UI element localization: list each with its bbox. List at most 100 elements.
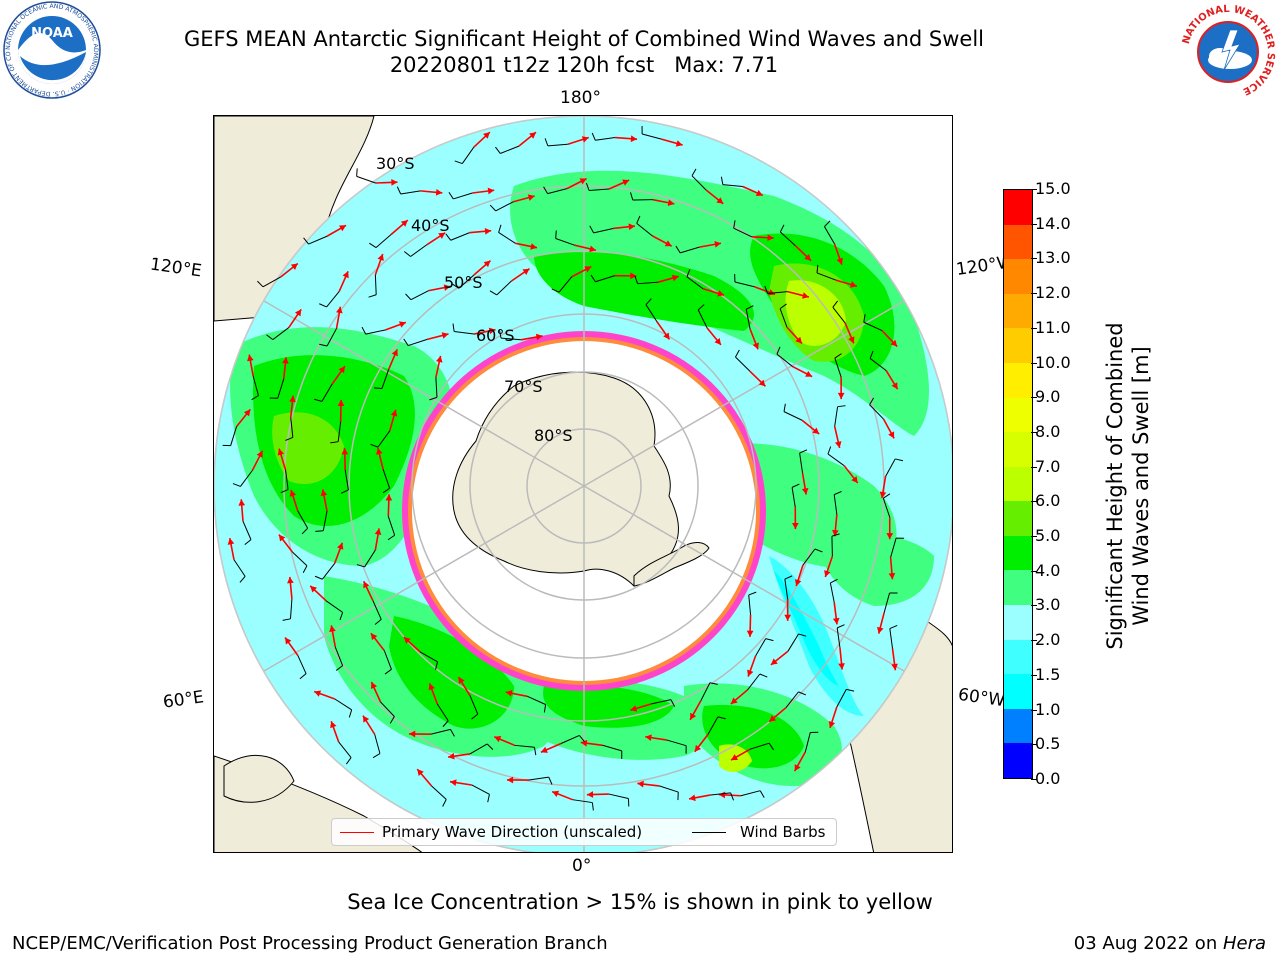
wind-barb xyxy=(824,220,835,245)
wave-arrow xyxy=(403,636,421,653)
wind-barb xyxy=(636,215,653,237)
wind-barb xyxy=(748,591,757,615)
wave-arrow xyxy=(730,748,751,761)
wind-barb xyxy=(292,551,308,574)
wind-barb xyxy=(697,304,708,329)
colorbar-segment xyxy=(1004,293,1032,329)
wind-barb xyxy=(675,245,700,254)
antarctic-peninsula xyxy=(633,542,710,587)
wave-arrow xyxy=(362,715,376,735)
wind-barb xyxy=(403,338,428,347)
wind-barb xyxy=(645,298,658,322)
wind-barb xyxy=(745,305,754,329)
wave-arrow xyxy=(449,779,472,786)
wave-arrow xyxy=(699,241,722,248)
colorbar-tick: 3.0 xyxy=(1030,595,1061,615)
wave-arrow xyxy=(513,194,535,203)
wave-arrow xyxy=(566,177,587,190)
wind-barb xyxy=(630,192,653,201)
wave-arrow xyxy=(793,751,807,772)
wind-barb xyxy=(451,274,475,289)
madagascar-land xyxy=(223,754,295,803)
footer-date: 03 Aug 2022 on Hera xyxy=(1074,933,1266,954)
wave-arrow xyxy=(768,706,787,723)
wave-arrow xyxy=(689,700,702,721)
wind-barb xyxy=(382,469,391,494)
sea-ice-note: Sea Ice Concentration > 15% is shown in … xyxy=(347,890,933,914)
wind-barb xyxy=(380,701,395,724)
wave-arrow xyxy=(567,136,589,145)
wave-arrow xyxy=(651,235,673,247)
wave-arrow xyxy=(473,260,492,276)
wind-barb xyxy=(232,470,253,487)
wave-arrow xyxy=(277,448,287,470)
wave-arrow xyxy=(341,448,349,471)
wind-barb xyxy=(804,731,819,752)
wind-barb xyxy=(340,470,349,494)
wind-barb xyxy=(315,510,328,532)
colorbar-tick: 10.0 xyxy=(1031,352,1071,372)
wave-arrow xyxy=(447,752,471,760)
wave-arrow xyxy=(614,272,637,280)
colorbar-tick: 9.0 xyxy=(1030,387,1061,407)
wave-arrow xyxy=(426,332,449,341)
wave-arrow xyxy=(472,187,495,195)
wind-barb xyxy=(429,377,438,401)
colorbar-segment xyxy=(1004,189,1032,225)
wind-barb xyxy=(383,650,392,675)
wind-barb xyxy=(370,430,391,448)
wave-arrow xyxy=(730,689,749,705)
lat-label-30s: 30°S xyxy=(376,154,415,173)
wind-barb xyxy=(641,125,662,140)
lat-label-80s: 80°S xyxy=(534,426,573,445)
wave-arrow xyxy=(881,330,898,348)
wind-barb xyxy=(471,784,490,803)
wave-arrow xyxy=(288,308,302,328)
wind-barb xyxy=(832,300,846,324)
wind-barb xyxy=(489,280,512,296)
colorbar-segment xyxy=(1004,742,1032,778)
wave-arrow xyxy=(630,703,652,712)
wave-arrow xyxy=(313,690,336,700)
wind-barb xyxy=(469,695,479,720)
wind-barb xyxy=(495,145,520,154)
wave-arrow xyxy=(284,637,299,656)
wave-arrow xyxy=(879,476,887,499)
wave-arrow xyxy=(227,537,235,560)
map-legend: Primary Wave Direction (unscaled) Wind B… xyxy=(331,818,837,846)
colorbar-segment xyxy=(1004,535,1032,571)
wind-barb xyxy=(269,379,285,399)
colorbar-tick: 6.0 xyxy=(1030,491,1061,511)
colorbar-tick: 0.0 xyxy=(1030,769,1061,788)
wind-barb xyxy=(589,225,614,234)
wave-arrow xyxy=(794,244,812,262)
wave-arrow xyxy=(705,189,724,205)
wave-arrow xyxy=(586,791,609,798)
wave-arrow xyxy=(615,135,638,143)
chart-subtitle: 20220801 t12z 120h fcst Max: 7.71 xyxy=(389,53,779,77)
wind-barb xyxy=(338,741,352,765)
wind-barb xyxy=(445,232,470,241)
wind-barb xyxy=(330,421,342,444)
legend-barb-label: Wind Barbs xyxy=(740,823,826,841)
colorbar-segment xyxy=(1004,708,1032,744)
legend-barb-swatch xyxy=(692,832,726,833)
wave-arrow xyxy=(289,395,296,418)
wave-arrow xyxy=(877,612,886,634)
wind-barb xyxy=(882,493,891,518)
wave-arrow xyxy=(540,742,562,754)
colorbar-segment xyxy=(1004,500,1032,536)
wind-barb xyxy=(297,510,309,535)
wave-arrow xyxy=(832,602,840,625)
wind-barb xyxy=(783,403,803,421)
wind-barb xyxy=(707,716,726,735)
wind-barb xyxy=(827,446,845,467)
wave-arrow xyxy=(694,733,709,753)
wind-barb xyxy=(419,651,438,670)
wave-arrow xyxy=(786,326,803,345)
wave-arrow xyxy=(376,447,384,470)
wind-barb xyxy=(799,449,808,473)
wind-barb xyxy=(602,744,623,759)
wave-arrow xyxy=(515,242,538,250)
colorbar-tick: 14.0 xyxy=(1031,213,1071,233)
